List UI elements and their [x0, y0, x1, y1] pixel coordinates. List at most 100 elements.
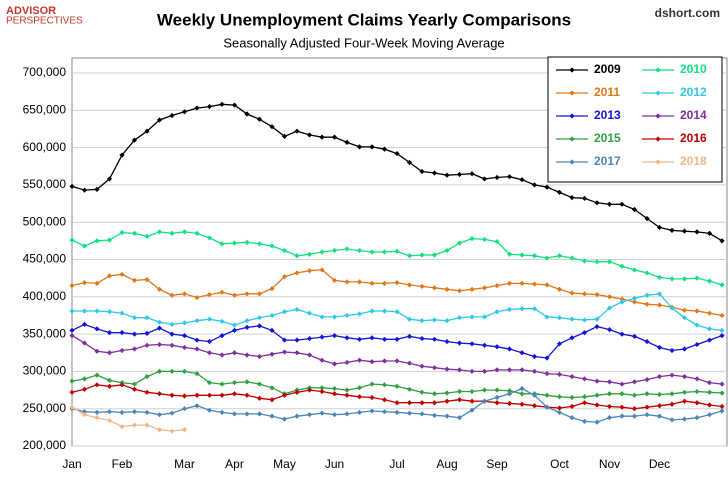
data-point [206, 407, 213, 413]
legend-marker [569, 67, 575, 73]
data-point [81, 412, 88, 418]
data-point [381, 397, 388, 403]
data-point [681, 398, 688, 404]
data-point [106, 409, 113, 415]
data-point [569, 374, 575, 380]
data-point [156, 325, 163, 331]
data-point [631, 206, 638, 213]
data-point [594, 200, 600, 206]
data-point [606, 327, 613, 333]
data-point [606, 201, 613, 207]
data-point [219, 381, 225, 387]
data-point [594, 392, 600, 398]
data-point [494, 309, 500, 315]
data-point [619, 381, 625, 387]
data-point [69, 183, 75, 189]
data-point [719, 381, 725, 387]
data-point [581, 291, 588, 297]
data-point [356, 247, 363, 254]
data-point [356, 144, 363, 150]
y-tick-label: 200,000 [23, 438, 67, 452]
data-point [581, 376, 588, 382]
data-point [156, 341, 163, 348]
data-point [506, 367, 513, 373]
data-point [244, 111, 250, 117]
data-point [269, 351, 275, 357]
data-point [256, 241, 263, 247]
legend-marker [655, 159, 661, 165]
data-point [181, 406, 188, 412]
data-point [556, 394, 563, 400]
data-point [194, 371, 200, 377]
data-point [231, 350, 238, 356]
data-point [706, 278, 713, 284]
data-point [619, 404, 625, 410]
data-point [456, 415, 463, 421]
data-point [219, 392, 225, 398]
data-point [131, 277, 138, 283]
data-point [94, 348, 100, 354]
data-point [431, 412, 438, 419]
data-point [519, 306, 525, 312]
data-point [394, 309, 400, 315]
data-point [619, 296, 625, 302]
data-point [706, 230, 713, 236]
data-point [219, 318, 225, 325]
data-point [631, 333, 638, 339]
data-point [356, 357, 363, 363]
data-point [206, 235, 213, 241]
data-point [319, 334, 325, 340]
data-point [694, 308, 700, 314]
data-point [106, 418, 113, 424]
data-point [406, 360, 413, 366]
data-point [681, 228, 688, 234]
legend-label: 2016 [680, 131, 707, 145]
data-point [494, 238, 500, 245]
data-point [581, 400, 588, 406]
data-point [169, 230, 175, 236]
data-point [419, 252, 425, 258]
data-point [681, 315, 688, 321]
data-point [444, 172, 450, 178]
data-point [594, 402, 600, 408]
data-point [344, 411, 350, 417]
data-point [106, 237, 113, 243]
data-point [131, 346, 138, 352]
data-point [169, 331, 175, 337]
data-point [506, 251, 513, 257]
x-tick-label: Feb [112, 457, 133, 471]
data-point [244, 352, 250, 358]
data-point [144, 128, 150, 134]
data-point [619, 299, 625, 305]
data-point [356, 279, 363, 285]
data-point [306, 387, 313, 393]
data-point [81, 308, 88, 314]
data-point [69, 327, 75, 333]
data-point [444, 286, 450, 292]
data-point [219, 101, 225, 107]
data-point [306, 352, 313, 358]
data-point [431, 317, 438, 323]
data-point [406, 159, 413, 166]
data-point [544, 184, 550, 190]
data-point [494, 400, 500, 406]
data-point [506, 391, 513, 397]
data-point [631, 295, 638, 301]
data-point [669, 305, 675, 311]
data-point [169, 321, 175, 328]
data-point [256, 353, 263, 360]
data-point [81, 321, 88, 328]
data-point [94, 238, 100, 244]
data-point [69, 332, 75, 339]
data-point [719, 332, 725, 339]
data-point [269, 312, 275, 319]
legend-label: 2011 [594, 85, 620, 99]
data-point [156, 117, 163, 123]
data-point [306, 310, 313, 316]
data-point [381, 336, 388, 342]
data-point [356, 336, 363, 342]
data-point [631, 299, 638, 305]
data-point [181, 320, 188, 326]
data-point [281, 133, 288, 140]
data-point [394, 150, 400, 157]
